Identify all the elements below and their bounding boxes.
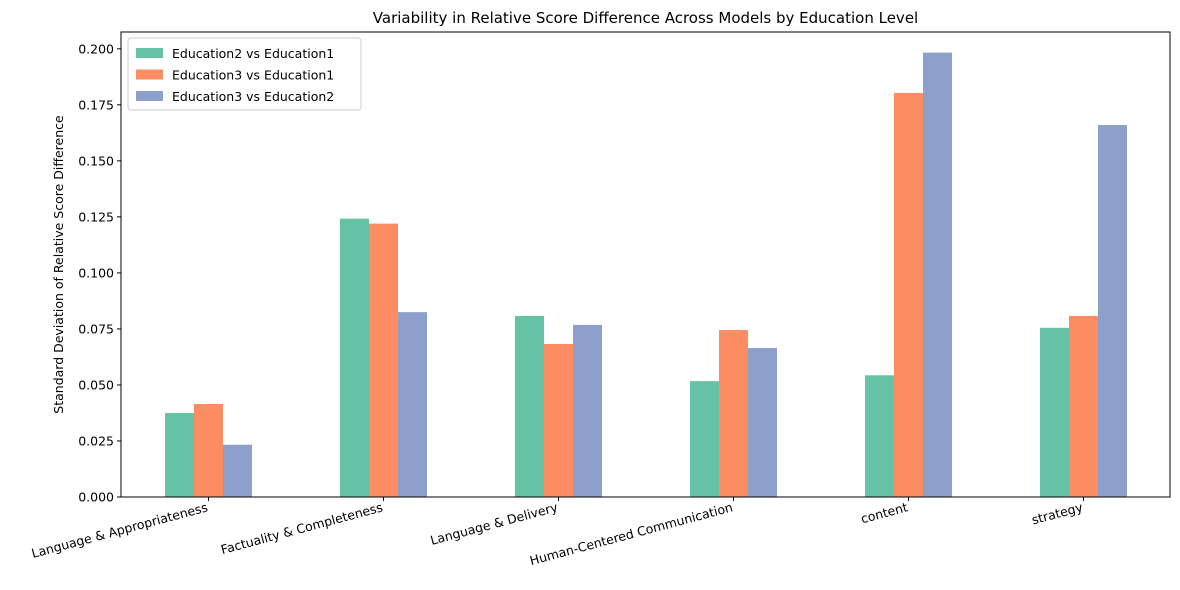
bar-2-6 xyxy=(1069,315,1098,497)
legend-swatch xyxy=(136,69,163,80)
y-axis: 0.000 0.025 0.050 0.075 0.100 0.125 0.150 0.175… xyxy=(78,41,121,505)
legend-box xyxy=(127,37,362,111)
x-tick-label: content xyxy=(859,499,909,526)
x-tick-label: Language & Appropriateness xyxy=(30,499,209,561)
y-axis-label: Standard Deviation of Relative Score Dif… xyxy=(51,115,66,414)
plot-frame xyxy=(120,31,1171,498)
x-tick-label: Language & Delivery xyxy=(429,499,560,548)
x-tick-label: Human-Centered Communication xyxy=(528,499,734,568)
chart-title: Variability in Relative Score Difference… xyxy=(373,9,918,27)
bars-group xyxy=(165,52,1127,497)
y-tick-label: 0.025 xyxy=(78,433,114,448)
y-tick-label: 0.000 xyxy=(78,490,114,505)
y-tick-label: 0.175 xyxy=(78,97,114,112)
legend-entry: Education3 vs Education1 xyxy=(172,68,334,83)
legend: Education2 vs Education1 Education3 vs Ed… xyxy=(127,37,362,111)
legend-swatch xyxy=(136,91,163,101)
plot-area: 0.000 0.025 0.050 0.075 0.100 0.125 0.150 0.175… xyxy=(30,31,1171,568)
bar-3-2 xyxy=(398,312,427,497)
bar-3-1 xyxy=(223,444,252,497)
bar-3-4 xyxy=(748,347,777,497)
bar-2-1 xyxy=(194,404,223,497)
y-tick-label: 0.075 xyxy=(78,321,114,336)
bar-1-6 xyxy=(1040,327,1069,497)
y-tick-label: 0.200 xyxy=(78,41,114,56)
legend-entry: Education2 vs Education1 xyxy=(172,46,334,61)
bar-1-5 xyxy=(865,375,894,497)
x-axis: Language & Appropriateness Factuality & C… xyxy=(30,497,1085,568)
y-tick-label: 0.050 xyxy=(78,377,114,392)
bar-3-6 xyxy=(1098,125,1127,497)
x-tick-label: Factuality & Completeness xyxy=(219,499,384,557)
bar-1-1 xyxy=(165,412,194,497)
y-tick-label: 0.125 xyxy=(78,209,114,224)
bar-1-2 xyxy=(340,218,369,497)
bar-2-4 xyxy=(719,330,748,497)
y-tick-label: 0.100 xyxy=(78,265,114,280)
y-tick-label: 0.150 xyxy=(78,153,114,168)
x-tick-label: strategy xyxy=(1030,499,1085,527)
bar-2-5 xyxy=(894,92,923,497)
bar-3-3 xyxy=(573,324,602,497)
bar-2-3 xyxy=(544,343,573,497)
legend-swatch xyxy=(136,48,163,58)
bar-2-2 xyxy=(369,223,398,497)
bar-3-5 xyxy=(923,52,952,497)
bar-1-3 xyxy=(515,315,544,497)
legend-entry: Education3 vs Education2 xyxy=(172,89,334,104)
bar-1-4 xyxy=(690,381,719,497)
